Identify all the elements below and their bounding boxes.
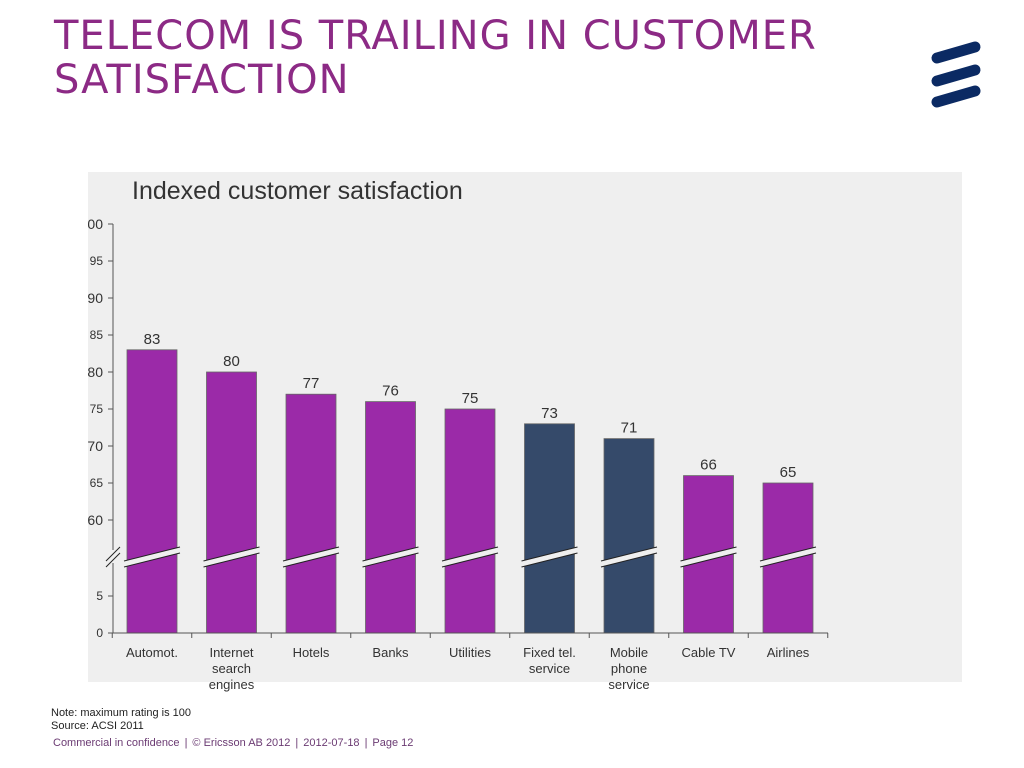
- category-label-line: Banks: [372, 645, 409, 660]
- data-label: 77: [303, 375, 320, 392]
- bar-break-line: [441, 552, 499, 568]
- bar-break-line: [759, 552, 817, 568]
- bar-break-line: [123, 552, 181, 568]
- footer-copyright: © Ericsson AB 2012: [192, 737, 291, 749]
- bar-break: [203, 547, 260, 567]
- bar-break-line: [282, 552, 340, 568]
- note-text: Note: maximum rating is 100: [51, 707, 191, 719]
- bar-break-line: [521, 552, 578, 568]
- y-tick-label: 85: [90, 328, 104, 342]
- category-label-line: Automot.: [126, 645, 178, 660]
- category-label: Mobile phone service: [608, 645, 649, 692]
- y-tick-label: 90: [88, 290, 103, 306]
- category-label-line: Fixed tel.: [523, 645, 576, 660]
- bar-break: [442, 547, 498, 567]
- ericsson-logo-icon: [931, 41, 981, 108]
- category-label: Automot.: [126, 645, 178, 660]
- bar: [126, 349, 178, 634]
- bar-break-line: [203, 546, 260, 562]
- y-tick-label: 5: [96, 589, 103, 603]
- y-tick-label: 70: [88, 438, 103, 454]
- bar: [444, 408, 496, 634]
- y-tick-label: 60: [88, 512, 103, 528]
- bar-break-line: [680, 552, 737, 568]
- data-label: 80: [223, 353, 240, 370]
- y-tick-label: 0: [96, 626, 103, 640]
- data-label: 76: [382, 383, 399, 400]
- bar-break: [124, 547, 180, 567]
- bar-break-line: [362, 546, 419, 562]
- bar-break: [680, 547, 737, 567]
- slide-title: TELECOM IS TRAILING IN CUSTOMER SATISFAC…: [54, 13, 817, 103]
- chart-title: Indexed customer satisfaction: [132, 177, 463, 205]
- axis-break-line: [105, 546, 121, 562]
- category-label: Utilities: [449, 645, 491, 660]
- category-label-line: Cable TV: [682, 645, 736, 660]
- bar-break: [521, 547, 578, 567]
- category-label: Airlines: [767, 645, 810, 660]
- bar-break: [283, 547, 339, 567]
- bar-chart: Indexed customer satisfaction 100 95 90 85 8…: [88, 177, 829, 692]
- bar-break-line: [123, 546, 181, 562]
- bar: [365, 401, 416, 634]
- category-label: Hotels: [293, 645, 330, 660]
- data-label: 71: [621, 420, 638, 437]
- footer: Commercial in confidence | © Ericsson AB 2…: [53, 737, 414, 749]
- bar-break-line: [759, 546, 817, 562]
- y-tick-label: 65: [90, 476, 104, 490]
- category-label-line: Internet: [209, 645, 253, 660]
- category-label: Fixed tel. service: [523, 645, 576, 676]
- category-label-line: phone: [611, 661, 647, 676]
- bar: [285, 393, 337, 634]
- category-label: Internet search engines: [209, 645, 255, 692]
- bar-break-line: [203, 552, 260, 568]
- footer-date: 2012-07-18: [303, 737, 360, 749]
- category-label-line: Mobile: [610, 645, 648, 660]
- y-tick-label: 80: [88, 364, 103, 380]
- bar-break-line: [441, 546, 499, 562]
- category-label: Cable TV: [682, 645, 736, 660]
- data-label: 75: [462, 390, 479, 407]
- bar-break-line: [600, 552, 658, 568]
- bar-break-line: [362, 552, 419, 568]
- bar-break-line: [282, 546, 340, 562]
- footer-page: Page 12: [372, 737, 414, 749]
- category-label-line: Airlines: [767, 645, 810, 660]
- bar-break: [760, 547, 816, 567]
- category-label: Banks: [372, 645, 409, 660]
- category-label-line: engines: [209, 677, 255, 692]
- data-label: 65: [780, 464, 797, 481]
- bar: [524, 423, 575, 634]
- axis-break: [106, 547, 120, 567]
- axis-break-line: [105, 552, 121, 568]
- bar-break: [362, 547, 419, 567]
- category-label-line: service: [529, 661, 570, 676]
- y-tick-label: 95: [90, 254, 104, 268]
- bar-break: [601, 547, 657, 567]
- bar-break-line: [521, 546, 578, 562]
- bar-break-line: [600, 546, 658, 562]
- y-tick-label: 75: [90, 402, 104, 416]
- category-label-line: Hotels: [293, 645, 330, 660]
- chart-notes: Note: maximum rating is 100 Source: ACSI…: [51, 707, 191, 733]
- source-text: Source: ACSI 2011: [51, 720, 144, 732]
- y-tick-label: 100: [88, 216, 103, 232]
- category-label-line: service: [608, 677, 649, 692]
- bar-break-line: [680, 546, 737, 562]
- footer-confidentiality: Commercial in confidence: [53, 737, 180, 749]
- bar: [206, 371, 257, 634]
- category-label-line: search: [212, 661, 251, 676]
- data-label: 73: [541, 405, 558, 422]
- bar: [603, 438, 655, 634]
- data-label: 66: [700, 457, 717, 474]
- chart-panel: Indexed customer satisfaction 100 95 90 85 8…: [88, 172, 962, 692]
- category-label-line: Utilities: [449, 645, 491, 660]
- data-label: 83: [144, 331, 161, 348]
